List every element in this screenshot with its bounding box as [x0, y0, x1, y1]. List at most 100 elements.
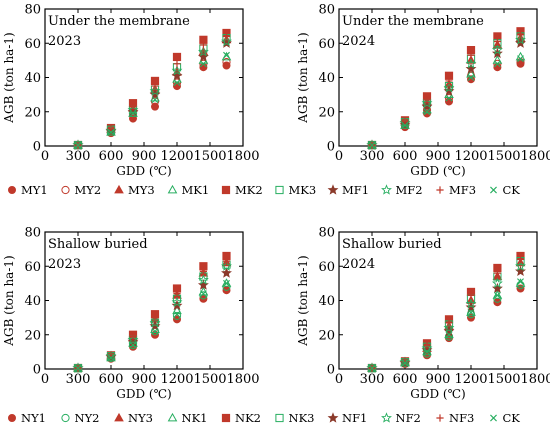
- data-point-mf3: [445, 77, 453, 85]
- data-point-ck: [173, 310, 181, 318]
- data-point-ck: [445, 331, 453, 339]
- legend-item-ck: CK: [490, 183, 520, 197]
- data-point-ck: [129, 341, 137, 349]
- x-tick-label: 1800: [226, 149, 259, 164]
- data-point-mf3: [129, 103, 137, 111]
- legend-marker-nf3: [436, 414, 444, 422]
- data-point-mf2: [221, 35, 232, 47]
- data-point-mf2: [465, 58, 477, 69]
- legend-label: MY2: [75, 183, 102, 197]
- data-point-nf1: [127, 335, 139, 347]
- data-point-ck: [223, 279, 230, 287]
- legend-label: NF3: [449, 411, 474, 425]
- data-point-nf2: [443, 322, 455, 333]
- x-tick-label: 1200: [454, 372, 487, 387]
- data-point-mf2: [197, 46, 209, 57]
- legend-marker-mf1: [327, 184, 339, 195]
- data-point-nk1: [515, 278, 526, 287]
- data-point-nf3: [222, 257, 231, 265]
- legend-label: MF3: [449, 183, 476, 197]
- data-point-mf3: [516, 31, 525, 39]
- data-point-mf2: [171, 64, 183, 76]
- data-point-mf1: [443, 85, 455, 96]
- legend-item-ck: CK: [490, 411, 520, 425]
- panel-title: Shallow buried: [48, 237, 148, 252]
- x-tick-label: 0: [41, 372, 49, 387]
- legend-label: CK: [503, 411, 521, 425]
- data-point-mk1: [221, 51, 232, 61]
- chart-panel-3: 0 300 600 900 1200 1500 1800 0 20 40 60 80 GDD (℃) AG…: [2, 226, 260, 402]
- data-point-nf3: [516, 255, 525, 263]
- data-point-ny2: [172, 311, 182, 321]
- data-point-ck: [151, 96, 159, 104]
- y-axis-title: AGB (ton ha-1): [296, 32, 310, 123]
- data-point-ck: [467, 74, 475, 81]
- data-point-mf3: [107, 125, 115, 133]
- series-mf3: [74, 32, 231, 149]
- plot-frame: [338, 231, 538, 370]
- legend-item-nf3: NF3: [436, 411, 474, 425]
- data-point-nk1: [466, 307, 476, 316]
- data-point-nf2: [127, 334, 139, 345]
- legend-marker-my2: [61, 185, 70, 195]
- series-my2: [73, 57, 231, 150]
- legend-label: NY2: [75, 411, 100, 425]
- data-point-ck: [368, 141, 376, 149]
- data-point-ck: [107, 354, 115, 362]
- legend-label: CK: [503, 183, 521, 197]
- legend-label: NK2: [235, 411, 261, 425]
- data-point-mk2: [172, 52, 182, 62]
- x-tick-label: 300: [66, 149, 91, 164]
- y-axis-title: AGB (ton ha-1): [2, 32, 16, 123]
- x-tick-label: 1800: [520, 372, 550, 387]
- legend-marker-nk1: [167, 412, 178, 422]
- legend-label: NF2: [396, 411, 421, 425]
- data-point-ny2: [199, 291, 208, 300]
- data-point-mf3: [423, 96, 431, 104]
- y-tick-label: 60: [318, 37, 335, 52]
- legend-marker-mf2: [381, 184, 392, 195]
- legend-item-nk1: NK1: [167, 411, 207, 425]
- data-point-nf1: [171, 299, 183, 311]
- legend-marker-ck: [490, 186, 497, 194]
- data-point-ck: [107, 128, 115, 136]
- data-point-nf2: [465, 298, 477, 309]
- data-point-mf2: [515, 34, 526, 45]
- data-point-nf1: [465, 301, 477, 312]
- x-tick-label: 300: [360, 372, 385, 387]
- panel-year: 2023: [48, 34, 81, 49]
- plot-frame: [44, 231, 244, 370]
- data-point-mf1: [171, 70, 183, 81]
- y-tick-label: 40: [318, 71, 335, 86]
- legend-label: MF2: [396, 183, 423, 197]
- plot-frame: [338, 8, 538, 147]
- y-tick-label: 20: [318, 105, 335, 120]
- y-tick-label: 80: [318, 226, 335, 241]
- panel-title: Under the membrane: [342, 14, 484, 29]
- legend-item-mf1: MF1: [327, 183, 369, 197]
- data-point-ck: [445, 94, 453, 102]
- legend-label: MF1: [342, 183, 369, 197]
- x-tick-label: 1800: [226, 372, 259, 387]
- data-point-nf1: [515, 265, 526, 277]
- y-tick-label: 40: [24, 294, 41, 309]
- data-point-mf2: [127, 104, 139, 115]
- data-point-nf1: [197, 279, 209, 290]
- y-tick-label: 20: [24, 328, 41, 343]
- legend-marker-nk2: [221, 413, 231, 423]
- data-point-mf3: [199, 41, 207, 49]
- y-tick-label: 20: [24, 105, 41, 120]
- x-tick-label: 900: [132, 149, 157, 164]
- legend-marker-mk1: [167, 184, 178, 194]
- legend-marker-ny1: [7, 413, 16, 422]
- data-point-my2: [150, 97, 160, 106]
- legend-label: MK3: [289, 183, 317, 197]
- x-tick-label: 1500: [487, 149, 520, 164]
- series-mf1: [366, 37, 526, 150]
- data-point-ck: [423, 108, 431, 116]
- data-point-nf3: [445, 319, 453, 327]
- data-point-my2: [222, 57, 231, 67]
- chart-panel-1: 0 300 600 900 1200 1500 1800 0 20 40 60 80 GDD (℃) AG…: [2, 3, 260, 179]
- legend-marker-nk3: [275, 413, 284, 423]
- series-nk2: [73, 251, 231, 373]
